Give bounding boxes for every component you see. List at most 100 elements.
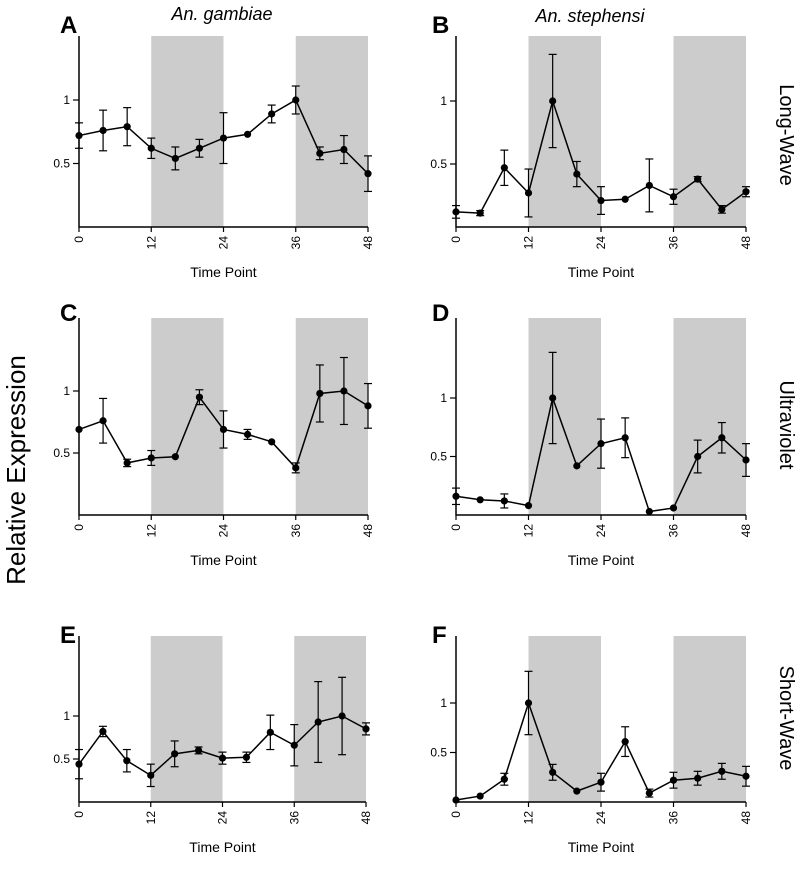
data-point xyxy=(597,440,605,448)
y-tick-label: 0.5 xyxy=(430,157,447,171)
dark-phase-band xyxy=(528,318,601,515)
data-point xyxy=(718,767,726,775)
data-point xyxy=(645,789,653,797)
data-point xyxy=(476,496,484,504)
panel-letter: F xyxy=(432,622,447,649)
data-point xyxy=(316,389,324,398)
dark-phase-band xyxy=(673,636,746,802)
data-point xyxy=(549,97,557,105)
data-point xyxy=(243,130,252,138)
data-point xyxy=(742,772,750,780)
y-tick-label: 1 xyxy=(63,709,70,723)
data-point xyxy=(476,209,484,217)
x-tick-label: 48 xyxy=(739,811,753,825)
x-tick-label: 12 xyxy=(522,236,536,250)
x-tick-label: 0 xyxy=(72,524,86,531)
x-tick-label: 48 xyxy=(361,236,375,250)
data-point xyxy=(268,438,276,446)
data-point xyxy=(292,464,300,472)
dark-phase-band xyxy=(673,36,746,227)
data-point xyxy=(597,778,605,786)
data-point xyxy=(694,452,702,461)
data-point xyxy=(669,504,678,512)
data-point xyxy=(290,741,298,749)
data-point xyxy=(194,746,203,755)
y-tick-label: 0.5 xyxy=(430,746,447,760)
data-point xyxy=(621,195,629,203)
x-tick-label: 48 xyxy=(359,811,373,825)
data-point xyxy=(340,145,348,154)
x-axis-label: Time Point xyxy=(568,264,635,280)
x-tick-label: 48 xyxy=(739,524,753,538)
dark-phase-band xyxy=(295,36,368,227)
data-point xyxy=(314,718,322,726)
data-point xyxy=(669,193,678,201)
data-point xyxy=(362,725,370,733)
x-tick-label: 12 xyxy=(144,236,158,250)
data-point xyxy=(364,402,372,410)
panel-letter: D xyxy=(432,300,449,327)
panel-b: 0.5 1 0 12 24 36 48 Time Point B xyxy=(430,12,753,280)
data-point xyxy=(452,208,460,216)
dark-phase-band xyxy=(150,636,223,802)
x-tick-label: 24 xyxy=(594,236,608,250)
data-point xyxy=(219,134,228,142)
y-tick-label: 0.5 xyxy=(53,157,70,171)
data-point xyxy=(597,196,605,205)
panel-a: 0.5 1 0 12 24 36 48 Time Point A xyxy=(53,12,375,280)
x-tick-label: 24 xyxy=(216,811,230,825)
data-point xyxy=(268,110,276,118)
x-axis-label: Time Point xyxy=(568,552,635,568)
data-point xyxy=(195,144,204,152)
y-tick-label: 1 xyxy=(440,391,447,405)
data-point xyxy=(171,453,179,461)
row-label-short-wave: Short-Wave xyxy=(775,666,797,771)
data-point xyxy=(266,728,274,736)
x-tick-label: 24 xyxy=(217,524,231,538)
row-label-ultraviolet: Ultraviolet xyxy=(775,381,797,470)
data-point xyxy=(452,796,460,804)
panel-d: 0.5 1 0 12 24 36 48 Time Point D xyxy=(430,300,753,568)
data-point xyxy=(171,750,179,758)
data-point xyxy=(147,771,155,779)
data-point xyxy=(524,502,533,510)
x-tick-label: 24 xyxy=(217,236,231,250)
data-point xyxy=(500,164,508,172)
x-tick-label: 0 xyxy=(449,811,463,818)
data-point xyxy=(549,768,557,776)
data-point xyxy=(573,787,581,795)
data-point xyxy=(147,144,155,152)
data-point xyxy=(243,430,252,438)
data-point xyxy=(742,456,750,464)
x-tick-label: 48 xyxy=(361,524,375,538)
data-point xyxy=(123,123,131,131)
y-tick-label: 1 xyxy=(440,94,447,108)
x-tick-label: 12 xyxy=(144,811,158,825)
panel-letter: B xyxy=(432,12,449,39)
data-point xyxy=(742,188,750,196)
panel-letter: E xyxy=(60,622,76,649)
x-tick-label: 12 xyxy=(144,524,158,538)
dark-phase-band xyxy=(151,318,224,515)
y-tick-label: 0.5 xyxy=(53,446,70,460)
x-tick-label: 36 xyxy=(667,811,681,825)
data-point xyxy=(75,131,83,140)
data-point xyxy=(340,387,348,395)
data-point xyxy=(316,149,324,157)
y-tick-label: 0.5 xyxy=(53,752,70,766)
x-axis-label: Time Point xyxy=(190,552,257,568)
data-point xyxy=(500,497,508,505)
data-point xyxy=(694,774,702,782)
data-point xyxy=(242,753,251,761)
x-tick-label: 0 xyxy=(72,236,86,243)
x-tick-label: 36 xyxy=(289,236,303,250)
data-point xyxy=(75,425,83,434)
dark-phase-band xyxy=(151,36,224,227)
data-point xyxy=(645,507,653,516)
data-point xyxy=(524,699,533,707)
data-point xyxy=(718,205,726,213)
x-axis-label: Time Point xyxy=(189,839,256,855)
panel-letter: A xyxy=(60,12,77,39)
x-tick-label: 24 xyxy=(594,524,608,538)
